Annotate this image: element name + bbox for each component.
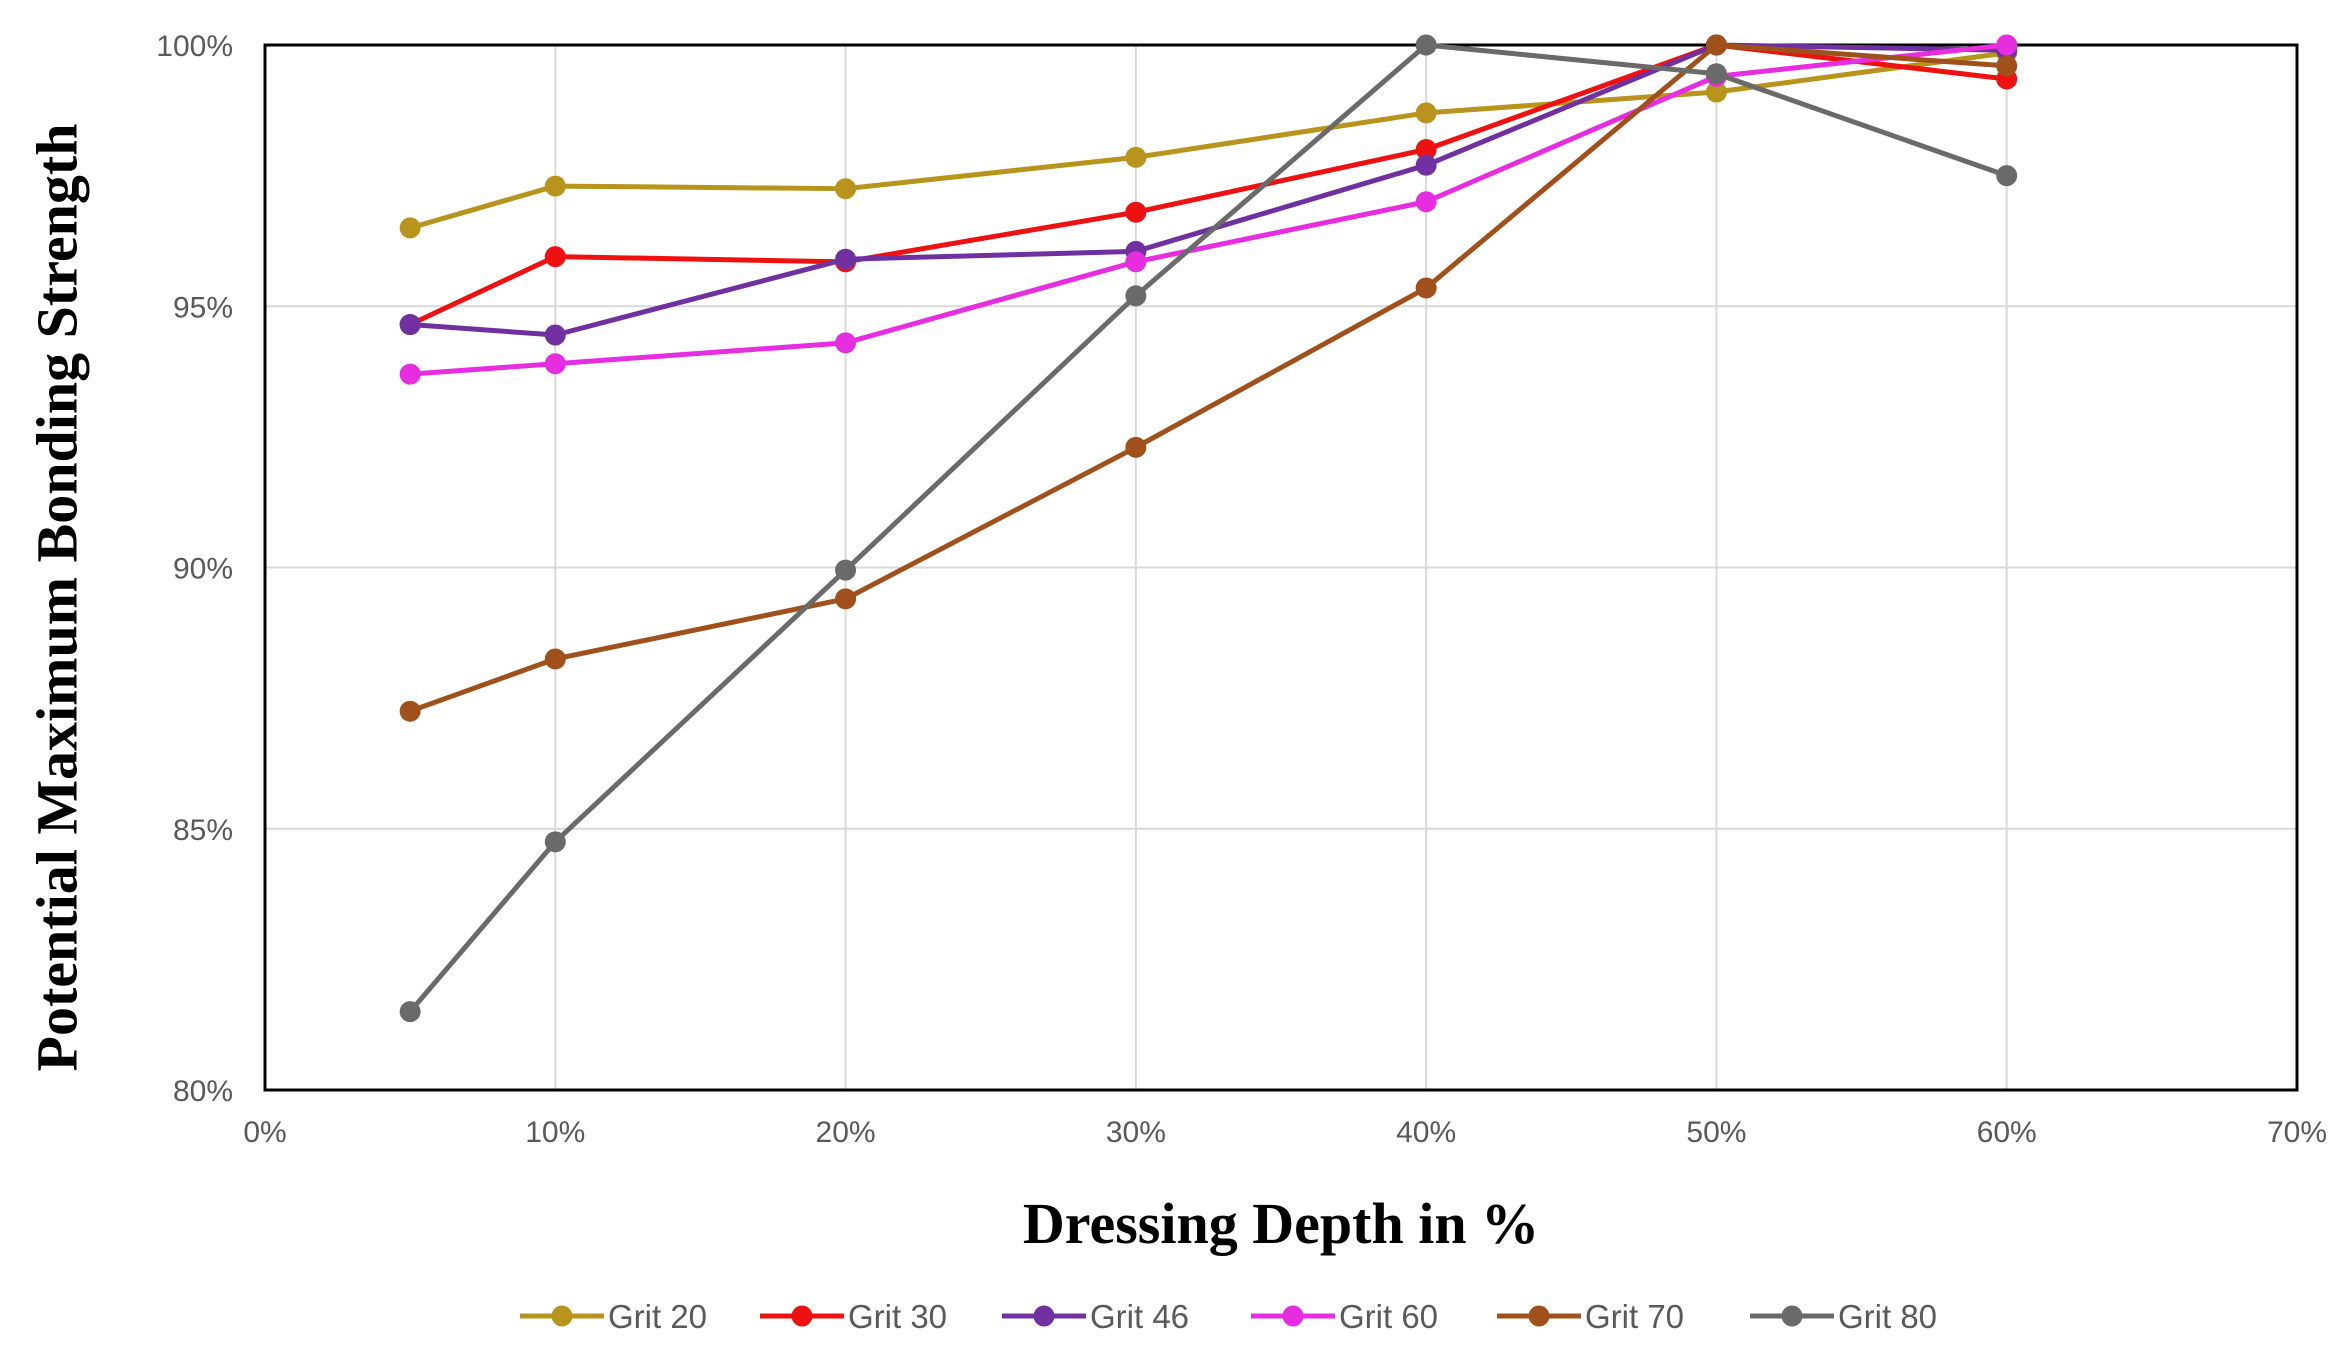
- legend-swatch-marker: [1033, 1305, 1055, 1327]
- legend-item: Grit 20: [520, 1298, 707, 1335]
- legend-label: Grit 60: [1339, 1298, 1438, 1335]
- x-tick-label: 30%: [1106, 1116, 1166, 1149]
- data-point: [835, 588, 857, 610]
- legend-swatch-marker: [551, 1305, 573, 1327]
- series-grit-80: [399, 34, 2018, 1023]
- y-tick-label: 95%: [173, 291, 233, 324]
- legend-label: Grit 70: [1585, 1298, 1684, 1335]
- legend-label: Grit 30: [848, 1298, 947, 1335]
- y-tick-label: 80%: [173, 1075, 233, 1108]
- data-point: [399, 1001, 421, 1023]
- series-grit-46: [399, 34, 2018, 346]
- y-tick-label: 90%: [173, 553, 233, 586]
- legend: Grit 20 Grit 30 Grit 46 Grit 60 Grit 70 Grit …: [520, 1298, 1937, 1335]
- data-point: [1705, 63, 1727, 85]
- legend-swatch-marker: [1528, 1305, 1550, 1327]
- data-point: [399, 314, 421, 336]
- data-point: [1705, 81, 1727, 103]
- series-grit-70: [399, 34, 2018, 722]
- data-point: [1125, 436, 1147, 458]
- data-point: [835, 559, 857, 581]
- data-point: [1996, 165, 2018, 187]
- data-point: [1996, 55, 2018, 77]
- x-tick-label: 0%: [243, 1116, 286, 1149]
- data-point: [1415, 34, 1437, 56]
- x-tick-label: 20%: [816, 1116, 876, 1149]
- y-tick-label: 85%: [173, 814, 233, 847]
- data-point: [1125, 146, 1147, 168]
- data-point: [1415, 154, 1437, 176]
- series-line: [409, 42, 2007, 338]
- data-point: [835, 178, 857, 200]
- x-tick-label: 70%: [2267, 1116, 2327, 1149]
- y-tick-label: 100%: [156, 30, 233, 63]
- legend-item: Grit 70: [1497, 1298, 1684, 1335]
- data-point: [1415, 102, 1437, 124]
- data-point: [1705, 34, 1727, 56]
- legend-label: Grit 46: [1090, 1298, 1189, 1335]
- series-line: [408, 42, 2008, 1014]
- data-point: [835, 248, 857, 270]
- x-tick-label: 60%: [1977, 1116, 2037, 1149]
- data-point: [399, 217, 421, 239]
- data-point: [544, 324, 566, 346]
- x-tick-label: 10%: [525, 1116, 585, 1149]
- legend-swatch-marker: [791, 1305, 813, 1327]
- legend-item: Grit 46: [1002, 1298, 1189, 1335]
- data-point: [1415, 139, 1437, 160]
- data-point: [835, 332, 857, 354]
- data-point: [399, 700, 421, 722]
- data-point: [544, 175, 566, 197]
- x-tick-label: 40%: [1396, 1116, 1456, 1149]
- data-point: [1125, 201, 1147, 223]
- data-point: [544, 246, 566, 268]
- legend-swatch-marker: [1781, 1305, 1803, 1327]
- data-point: [544, 831, 566, 853]
- legend-swatch-marker: [1282, 1305, 1304, 1327]
- x-axis-title: Dressing Depth in %: [1023, 1191, 1539, 1256]
- series-line: [409, 42, 2007, 377]
- data-point: [544, 353, 566, 375]
- gridlines: [265, 45, 2297, 1090]
- data-point: [1996, 34, 2018, 56]
- plot-area-border: [263, 43, 2299, 1092]
- legend-item: Grit 60: [1251, 1298, 1438, 1335]
- legend-label: Grit 20: [608, 1298, 707, 1335]
- legend-item: Grit 30: [760, 1298, 947, 1335]
- data-point: [544, 648, 566, 670]
- legend-label: Grit 80: [1838, 1298, 1937, 1335]
- series-line: [409, 50, 2008, 231]
- data-point: [1125, 285, 1147, 307]
- x-axis-tick-labels: 0% 10% 20% 30% 40% 50% 60% 70%: [243, 1116, 2327, 1149]
- y-axis-title: Potential Maximum Bonding Strength: [25, 124, 90, 1072]
- legend-item: Grit 80: [1750, 1298, 1937, 1335]
- series-layer: [399, 34, 2018, 1023]
- data-point: [1125, 251, 1147, 273]
- y-axis-tick-labels: 80% 85% 90% 95% 100%: [156, 30, 233, 1108]
- data-point: [399, 363, 421, 385]
- series-grit-60: [399, 34, 2018, 385]
- data-point: [1415, 277, 1437, 299]
- data-point: [1415, 191, 1437, 213]
- x-tick-label: 50%: [1686, 1116, 1746, 1149]
